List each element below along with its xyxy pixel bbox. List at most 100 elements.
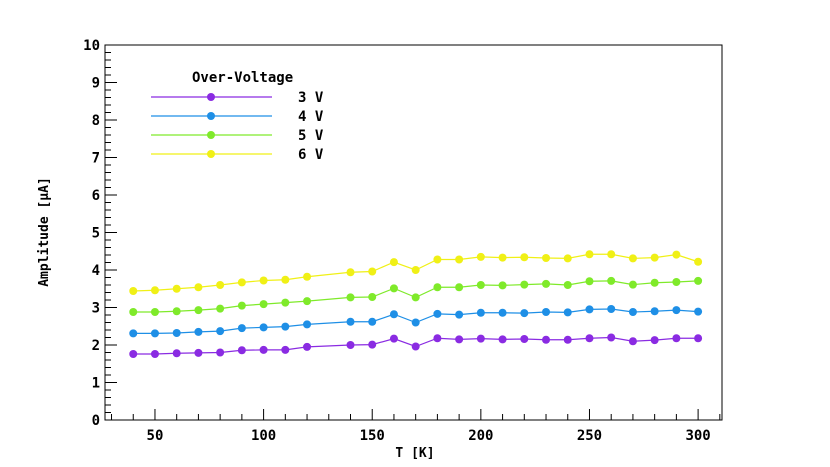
series-3 [129, 250, 703, 295]
data-point [607, 305, 616, 313]
legend-label: 6 V [298, 147, 324, 163]
data-point [259, 323, 268, 332]
x-tick-label: 250 [577, 428, 602, 444]
legend-marker [207, 112, 215, 120]
legend: Over-Voltage 3 V 4 V 5 V 6 V [151, 70, 324, 163]
y-tick-label: 0 [92, 413, 100, 429]
data-point [389, 258, 398, 267]
y-tick-label: 7 [92, 151, 100, 167]
legend-label: 5 V [298, 128, 324, 144]
data-point [129, 350, 138, 358]
data-point [498, 281, 507, 290]
data-point [433, 334, 442, 343]
data-point [303, 272, 312, 281]
data-point [585, 277, 594, 286]
legend-marker [207, 93, 215, 101]
data-point [259, 300, 268, 309]
data-point [368, 293, 377, 301]
data-point [411, 293, 420, 302]
data-point [455, 310, 464, 319]
legend-title: Over-Voltage [192, 70, 293, 86]
x-tick-label: 150 [360, 428, 385, 444]
data-point [281, 298, 290, 307]
data-point [433, 309, 442, 318]
data-point [650, 307, 659, 316]
data-point [694, 276, 703, 285]
data-point [281, 275, 290, 284]
series-0 [129, 333, 703, 358]
data-point [389, 310, 398, 319]
y-tick-label: 2 [92, 338, 100, 354]
data-point [455, 255, 464, 264]
data-point [237, 278, 246, 287]
data-point [672, 250, 681, 259]
data-point [150, 286, 159, 295]
data-point [650, 336, 659, 345]
data-point [694, 334, 703, 343]
data-point [563, 281, 572, 289]
y-tick-label: 9 [92, 76, 100, 92]
data-point [694, 257, 703, 266]
data-point [129, 308, 138, 316]
data-point [194, 283, 203, 292]
data-point [585, 334, 594, 343]
data-point [237, 301, 246, 310]
data-point [346, 268, 355, 277]
data-point [563, 254, 572, 263]
legend-marker [207, 150, 215, 158]
data-point [650, 253, 659, 262]
data-point [216, 327, 225, 336]
data-point [607, 333, 616, 342]
data-point [476, 252, 485, 261]
data-point [563, 308, 572, 317]
x-tick-label: 100 [251, 428, 276, 444]
data-point [368, 340, 377, 349]
legend-label: 3 V [298, 90, 324, 106]
data-point [172, 329, 181, 337]
data-point [172, 349, 181, 358]
data-point [563, 335, 572, 344]
data-point [281, 322, 290, 331]
data-point [498, 253, 507, 262]
data-point [542, 254, 551, 262]
x-tick-label: 200 [468, 428, 493, 444]
y-axis-ticks: 0 1 2 3 4 5 6 7 8 9 10 [83, 38, 117, 429]
data-point [607, 250, 616, 259]
data-point [303, 297, 312, 306]
data-point [303, 320, 312, 329]
data-point [216, 348, 225, 357]
data-point [542, 308, 551, 316]
data-point [346, 341, 355, 349]
data-point [607, 276, 616, 285]
y-tick-label: 1 [92, 376, 100, 392]
data-point [455, 283, 464, 292]
series-2 [129, 276, 703, 316]
data-point [150, 308, 159, 316]
data-point [411, 342, 420, 351]
data-point [542, 335, 551, 344]
data-point [433, 255, 442, 264]
data-point [672, 278, 681, 286]
data-point [237, 346, 246, 355]
data-point [455, 335, 464, 344]
data-point [172, 284, 181, 293]
data-point [672, 334, 681, 343]
data-point [216, 304, 225, 313]
data-point [216, 281, 225, 289]
data-point [585, 250, 594, 259]
data-point [303, 342, 312, 351]
data-point [129, 287, 138, 295]
data-point [628, 254, 637, 263]
data-point [194, 306, 203, 315]
x-axis-ticks: 50 100 150 200 250 300 [111, 409, 721, 444]
legend-marker [207, 131, 215, 139]
data-point [476, 281, 485, 289]
data-point [520, 309, 529, 318]
data-point [498, 308, 507, 317]
data-point [411, 266, 420, 274]
data-point [150, 350, 159, 358]
x-tick-label: 300 [685, 428, 710, 444]
data-point [628, 308, 637, 316]
data-point [259, 276, 268, 285]
data-point [585, 305, 594, 314]
